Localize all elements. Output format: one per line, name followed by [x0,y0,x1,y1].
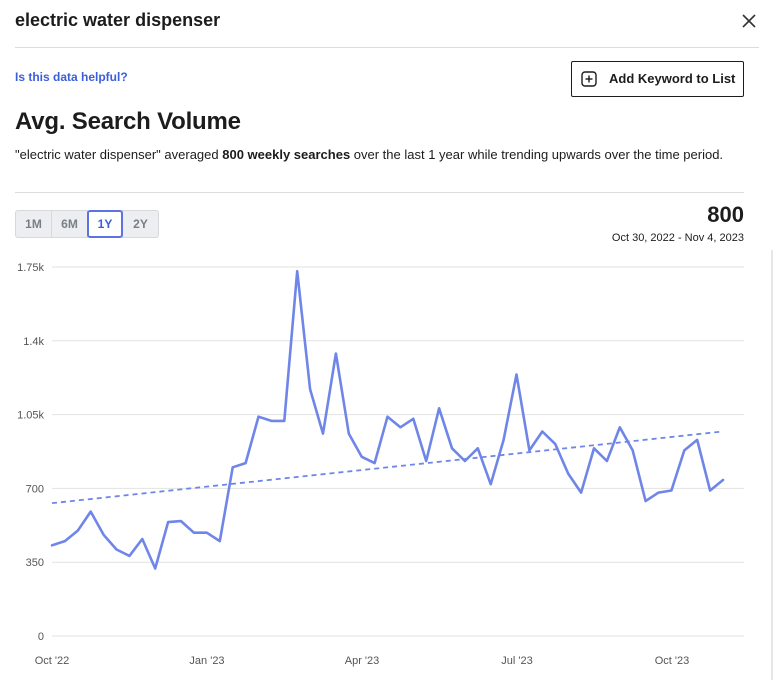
y-tick-label: 0 [38,631,44,643]
range-1m-button[interactable]: 1M [15,210,52,238]
x-tick-label: Oct '23 [655,655,690,667]
x-tick-label: Apr '23 [345,655,380,667]
summary-text: "electric water dispenser" averaged 800 … [15,146,735,164]
range-6m-button[interactable]: 6M [51,210,88,238]
y-tick-label: 1.75k [17,262,44,274]
y-tick-label: 700 [26,483,44,495]
scrollbar[interactable] [771,250,773,680]
series-line [50,269,725,570]
summary-post: over the last 1 year while trending upwa… [350,147,724,162]
time-range-selector: 1M 6M 1Y 2Y [15,210,159,238]
search-volume-chart: 0 350 700 1.05k 1.4k 1.75k Oct '22 Jan '23 Apr '… [17,262,744,667]
header-divider [15,47,759,48]
summary-bold: 800 weekly searches [222,147,351,162]
add-keyword-button[interactable]: Add Keyword to List [571,61,744,97]
plus-square-icon [581,71,597,87]
range-2y-button[interactable]: 2Y [122,210,159,238]
range-1y-button[interactable]: 1Y [87,210,123,238]
x-tick-label: Jul '23 [501,655,532,667]
close-icon[interactable] [740,12,758,30]
y-tick-label: 1.4k [23,336,44,348]
y-tick-label: 350 [26,557,44,569]
data-helpful-link[interactable]: Is this data helpful? [15,70,128,84]
keyword-title: electric water dispenser [15,10,221,30]
section-title: Avg. Search Volume [15,108,241,135]
trend-line [51,430,724,505]
section-divider [15,192,744,193]
x-tick-label: Jan '23 [189,655,224,667]
summary-pre: "electric water dispenser" averaged [15,147,223,162]
modal-header: electric water dispenser [0,0,774,48]
add-keyword-label: Add Keyword to List [609,71,736,86]
x-tick-label: Oct '22 [35,655,70,667]
date-range-label: Oct 30, 2022 - Nov 4, 2023 [611,232,744,244]
y-tick-label: 1.05k [17,410,44,422]
average-value: 800 [707,202,744,227]
